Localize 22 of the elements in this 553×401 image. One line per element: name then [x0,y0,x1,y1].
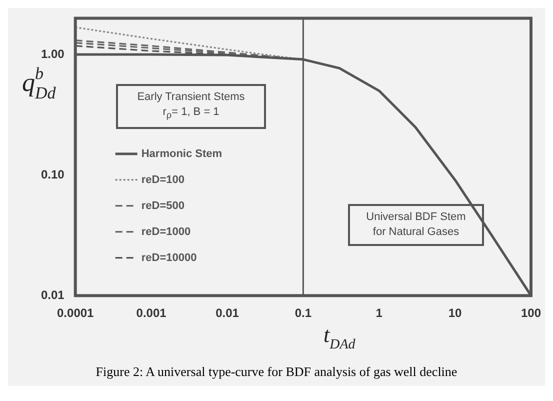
annotation: for Natural Gases [372,225,460,240]
y-tick-label: 0.01 [40,288,65,302]
text-box: Universal BDF Stem for Natural Gases [348,204,484,246]
x-tick-label: 0.0001 [57,306,94,320]
x-tick-label: 0.01 [216,306,240,320]
x-tick-label: 100 [520,306,542,320]
x-tick-label: 0.1 [294,306,312,320]
legend-label: reD=500 [141,200,184,212]
y-tick-label: 0.10 [40,167,65,182]
annotation: r$_{ρ}$= 1, B = 1 [162,105,220,122]
legend-label: Harmonic Stem [141,148,222,160]
x-tick-label: 10 [448,306,462,320]
annotation: Early Transient Stems [136,90,246,105]
legend-label: reD=100 [141,174,184,186]
legend-label: reD=1000 [141,226,191,238]
text-box: Early Transient Stems r$_{ρ}$= 1, B = 1 [116,84,266,130]
y-tick-label: 1.00 [40,46,65,61]
caption: Figure 2: A universal type-curve for BDF analysis of gas well decline [94,363,458,381]
annotation: Universal BDF Stem [365,210,467,225]
legend-label: reD=10000 [141,252,197,264]
x-tick-label: 0.001 [136,306,167,320]
x-tick-label: 1 [376,306,383,320]
